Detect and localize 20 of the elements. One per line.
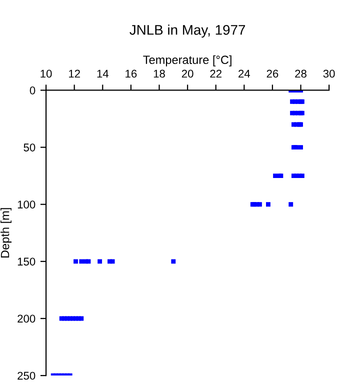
y-tick-label: 100 [18,200,36,208]
x-tick-label: 10 [40,70,52,78]
y-tick-label: 250 [18,372,36,380]
x-tick-label: 26 [266,70,278,78]
x-tick-label: 18 [154,70,165,78]
y-tick-label: 150 [18,258,36,266]
x-axis-title: Temperature [°C] [143,55,232,66]
y-tick-label: 200 [18,314,36,323]
x-tick-label: 30 [323,70,335,78]
y-axis-title: Depth [m] [0,208,12,258]
y-tick-label: 0 [30,86,36,94]
y-tick-label: 50 [24,144,36,152]
x-tick-label: 28 [295,70,306,78]
x-tick-label: 14 [97,70,108,78]
x-tick-label: 22 [210,70,222,78]
x-tick-label: 12 [69,70,80,78]
chart-title: JNLB in May, 1977 [130,24,246,38]
x-tick-label: 16 [126,70,137,78]
x-tick-label: 24 [238,70,250,78]
x-tick-label: 20 [182,70,194,78]
